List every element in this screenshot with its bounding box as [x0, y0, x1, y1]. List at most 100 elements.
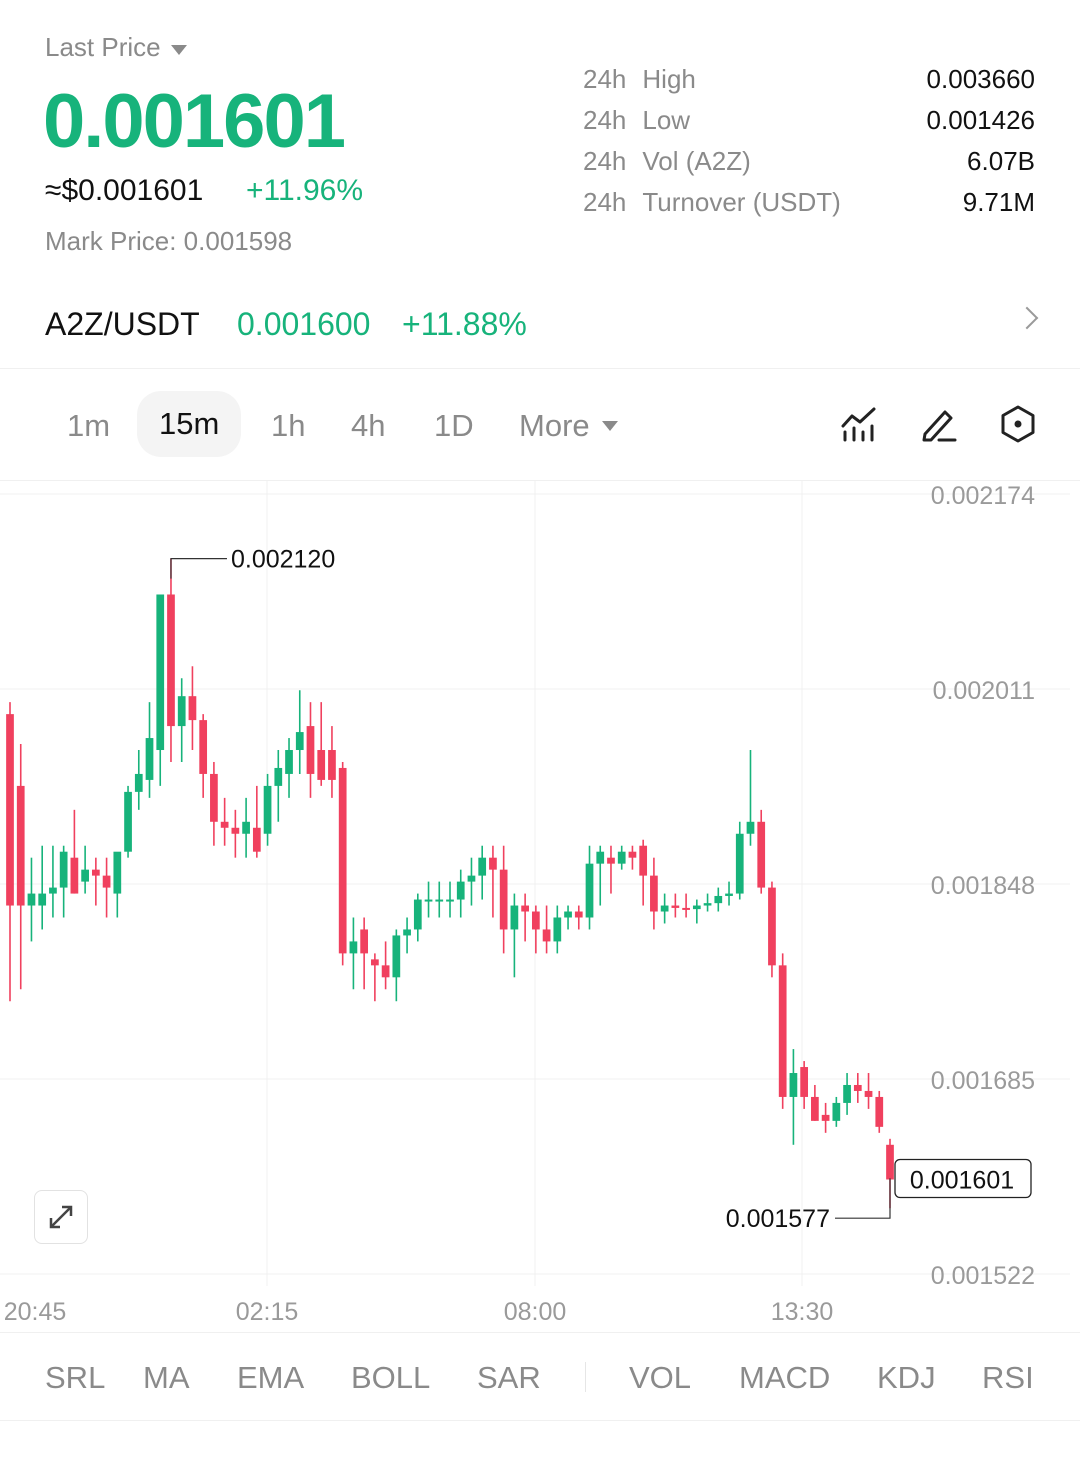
divider: [0, 1332, 1080, 1333]
candle-body: [413, 899, 422, 930]
candle-body: [789, 1073, 798, 1097]
candle-body: [6, 714, 14, 906]
candle-body: [864, 1090, 873, 1097]
candle-body: [156, 594, 165, 751]
candle-body: [478, 857, 487, 876]
stat-name: High: [642, 64, 696, 94]
candle-body: [435, 899, 444, 902]
stat-value-high: 0.003660: [926, 64, 1035, 94]
candle-body: [231, 827, 240, 834]
last-price-value: 0.001601: [43, 79, 346, 164]
tab-15m[interactable]: 15m: [137, 391, 242, 457]
stat-label-turnover: 24h Turnover (USDT): [583, 187, 841, 218]
candle-body: [274, 767, 283, 786]
candle-body: [682, 907, 690, 910]
candle-body: [263, 785, 272, 834]
candle-body: [81, 869, 89, 882]
candle-body: [167, 594, 175, 727]
settings-hexagon-icon[interactable]: [998, 404, 1038, 444]
mark-price: Mark Price: 0.001598: [45, 226, 293, 256]
stat-period: 24h: [583, 105, 627, 135]
x-tick-label: 13:30: [771, 1298, 834, 1326]
candle-body: [703, 903, 712, 906]
tab-1m[interactable]: 1m: [67, 408, 111, 443]
tab-more[interactable]: More: [519, 404, 618, 448]
candle-body: [360, 929, 369, 954]
candle-body: [521, 905, 529, 912]
candle-body: [886, 1144, 894, 1180]
candle-body: [628, 851, 637, 858]
candle-body: [510, 905, 519, 930]
last-price-dropdown[interactable]: Last Price: [45, 32, 187, 63]
indicator-macd[interactable]: MACD: [739, 1360, 831, 1395]
candle-body: [531, 911, 540, 930]
expand-chart-button[interactable]: [34, 1190, 88, 1244]
candle-body: [134, 773, 143, 792]
candle-body: [49, 887, 57, 894]
stat-period: 24h: [583, 146, 627, 176]
candle-body: [102, 875, 111, 888]
candle-body: [371, 959, 379, 966]
stat-name: Vol (A2Z): [642, 146, 751, 176]
candle-body: [811, 1096, 819, 1121]
indicator-srl[interactable]: SRL: [45, 1360, 106, 1395]
candle-body: [210, 773, 218, 822]
candle-body: [242, 821, 250, 834]
indicator-chart-icon[interactable]: [839, 404, 879, 444]
stat-label-volume: 24h Vol (A2Z): [583, 146, 751, 177]
indicator-ma[interactable]: MA: [143, 1360, 190, 1395]
candle-body: [38, 893, 47, 906]
indicator-sar[interactable]: SAR: [477, 1360, 541, 1395]
candle-body: [746, 821, 755, 834]
stat-label-high: 24h High: [583, 64, 696, 95]
candle-body: [585, 863, 594, 918]
tab-4h[interactable]: 4h: [351, 408, 386, 443]
expand-icon: [49, 1205, 73, 1229]
candle-body: [199, 720, 208, 774]
chevron-right-icon: [1015, 306, 1039, 330]
candle-body: [220, 821, 229, 828]
high-marker-label: 0.002120: [231, 546, 335, 574]
draw-pencil-icon[interactable]: [919, 404, 959, 444]
candle-body: [735, 833, 744, 894]
candle-body: [295, 732, 304, 751]
y-tick-label: 0.002011: [933, 677, 1035, 705]
tab-more-label: More: [519, 408, 590, 443]
stat-name: Low: [642, 105, 691, 135]
indicator-kdj[interactable]: KDJ: [877, 1360, 936, 1395]
candle-body: [16, 785, 25, 906]
candle-body: [821, 1114, 830, 1121]
x-axis: 20:45 02:15 08:00 13:30: [4, 1298, 834, 1326]
candle-body: [338, 767, 347, 954]
candle-body: [832, 1102, 841, 1121]
candle-body: [403, 929, 411, 936]
last-price-label: Last Price: [45, 32, 161, 62]
candle-body: [875, 1096, 884, 1127]
candlestick-chart[interactable]: 0.002174 0.002011 0.001848 0.001685 0.001522…: [0, 480, 1080, 1330]
stat-name: Turnover (USDT): [642, 187, 841, 217]
tab-1h[interactable]: 1h: [271, 408, 306, 443]
candle-body: [757, 821, 766, 888]
candles-group: [6, 558, 894, 1209]
x-tick-label: 02:15: [236, 1298, 299, 1326]
stat-period: 24h: [583, 187, 627, 217]
high-marker-line: [170, 558, 227, 579]
candle-body: [489, 857, 497, 870]
indicator-separator: [585, 1362, 586, 1392]
candle-body: [768, 887, 776, 966]
candle-body: [671, 905, 680, 908]
current-price-tag-box: [894, 1158, 1032, 1199]
candle-body: [542, 929, 551, 942]
pair-price: 0.001600: [237, 306, 371, 342]
tab-1d[interactable]: 1D: [434, 408, 474, 443]
candle-body: [285, 750, 293, 774]
indicator-vol[interactable]: VOL: [629, 1360, 692, 1395]
candle-body: [70, 857, 79, 894]
y-axis: 0.002174 0.002011 0.001848 0.001685 0.001522: [931, 482, 1035, 1290]
candle-body: [113, 851, 122, 894]
indicator-rsi[interactable]: RSI: [982, 1360, 1034, 1395]
indicator-ema[interactable]: EMA: [237, 1360, 305, 1395]
spot-pair-row[interactable]: A2Z/USDT 0.001600 +11.88%: [45, 306, 1039, 346]
indicator-boll[interactable]: BOLL: [351, 1360, 431, 1395]
candle-body: [317, 750, 326, 780]
